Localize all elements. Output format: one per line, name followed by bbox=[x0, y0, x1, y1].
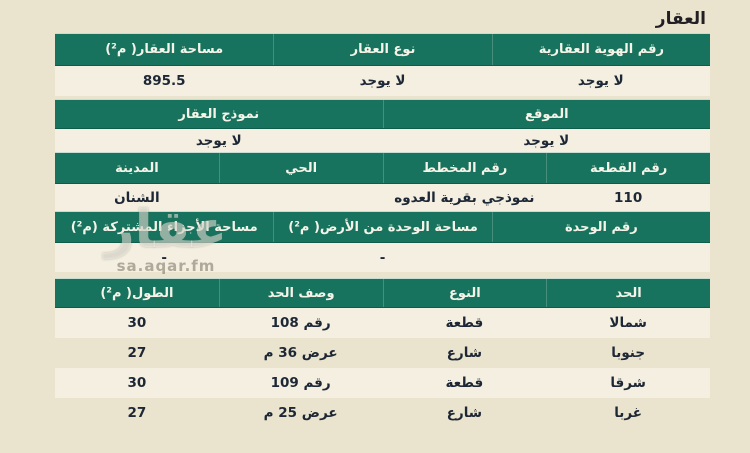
table-boundaries: الحد النوع وصف الحد الطول( م²) شمالا قطعة رقم… bbox=[55, 278, 710, 428]
table-body: لا يوجد لا يوجد bbox=[55, 129, 710, 152]
column-header: الحي bbox=[218, 153, 383, 183]
column-header: مساحة العقار( م²) bbox=[105, 42, 224, 57]
table-cell: غربا bbox=[614, 405, 642, 421]
table-cell: 30 bbox=[127, 375, 147, 391]
column-header: النوع bbox=[382, 279, 547, 307]
table-cell: 110 bbox=[614, 189, 643, 206]
table-cell: لا يوجد bbox=[359, 73, 406, 89]
table-property-identity: رقم الهوية العقارية نوع العقار مساحة العقا… bbox=[55, 33, 710, 96]
table-row: غربا شارع عرض 25 م 27 bbox=[55, 398, 710, 428]
table-cell: شرقا bbox=[610, 375, 646, 391]
table-cell: شارع bbox=[446, 405, 483, 421]
table-cell: عرض 36 م bbox=[263, 345, 338, 361]
table-header-row: الحد النوع وصف الحد الطول( م²) bbox=[55, 278, 710, 308]
table-cell: رقم 108 bbox=[270, 315, 331, 331]
table-location-model: الموقع نموذج العقار لا يوجد لا يوجد bbox=[55, 99, 710, 152]
table-cell: 27 bbox=[127, 405, 147, 421]
column-header: نموذج العقار bbox=[178, 106, 260, 122]
table-body: 110 نموذجي بقرية العدوه الشنان bbox=[55, 184, 710, 211]
column-header: الموقع bbox=[382, 100, 711, 128]
table-row: -- bbox=[55, 243, 710, 272]
table-header-row: رقم القطعة رقم المخطط الحي المدينة bbox=[55, 152, 710, 184]
table-cell: - bbox=[379, 249, 386, 266]
column-header: رقم الوحدة bbox=[491, 212, 710, 242]
table-body: لا يوجد لا يوجد 895.5 bbox=[55, 66, 710, 96]
table-cell: قطعة bbox=[445, 375, 484, 391]
table-cell: جنوبا bbox=[611, 345, 646, 361]
table-cell: نموذجي بقرية العدوه bbox=[394, 189, 535, 206]
table-body: شمالا قطعة رقم 108 30 جنوبا شارع عرض 36 م 27 شرق… bbox=[55, 308, 710, 428]
table-row: لا يوجد لا يوجد 895.5 bbox=[55, 66, 710, 96]
table-cell: 895.5 bbox=[142, 73, 186, 89]
column-header: رقم الهوية العقارية bbox=[491, 34, 710, 65]
table-plot-plan-district-city: رقم القطعة رقم المخطط الحي المدينة 110 نموذج… bbox=[55, 152, 710, 211]
table-cell: شمالا bbox=[609, 315, 647, 331]
page-title: العقار bbox=[655, 9, 706, 29]
column-header: نوع العقار bbox=[273, 34, 491, 65]
column-header: المدينة bbox=[115, 160, 159, 176]
column-header: رقم القطعة bbox=[546, 153, 710, 183]
table-cell: - bbox=[161, 249, 167, 266]
table-cell: قطعة bbox=[445, 315, 484, 331]
table-cell: لا يوجد bbox=[523, 132, 570, 149]
table-row: جنوبا شارع عرض 36 م 27 bbox=[55, 338, 710, 368]
table-header-row: الموقع نموذج العقار bbox=[55, 99, 710, 129]
column-header: رقم المخطط bbox=[382, 153, 547, 183]
table-header-row: رقم الوحدة مساحة الوحدة من الأرض( م²) مساح… bbox=[55, 211, 710, 243]
table-unit-areas: رقم الوحدة مساحة الوحدة من الأرض( م²) مساح… bbox=[55, 211, 710, 272]
table-row: شمالا قطعة رقم 108 30 bbox=[55, 308, 710, 338]
column-header: الطول( م²) bbox=[100, 285, 174, 301]
table-cell: الشنان bbox=[114, 189, 160, 206]
document-content: العقار رقم الهوية العقارية نوع العقار مساح… bbox=[55, 0, 710, 428]
column-header: وصف الحد bbox=[218, 279, 383, 307]
table-row: شرقا قطعة رقم 109 30 bbox=[55, 368, 710, 398]
table-cell: رقم 109 bbox=[270, 375, 331, 391]
table-cell: عرض 25 م bbox=[263, 405, 338, 421]
table-cell: شارع bbox=[446, 345, 483, 361]
column-header: مساحة الوحدة من الأرض( م²) bbox=[273, 212, 491, 242]
table-cell: 27 bbox=[127, 345, 147, 361]
column-header: مساحة الأجزاء المشتركة (م²) bbox=[70, 219, 258, 235]
table-row: لا يوجد لا يوجد bbox=[55, 129, 710, 152]
table-row: 110 نموذجي بقرية العدوه الشنان bbox=[55, 184, 710, 211]
table-header-row: رقم الهوية العقارية نوع العقار مساحة العقا… bbox=[55, 33, 710, 66]
table-body: -- bbox=[55, 243, 710, 272]
column-header: الحد bbox=[546, 279, 710, 307]
table-cell: لا يوجد bbox=[577, 73, 624, 89]
table-cell: لا يوجد bbox=[195, 132, 242, 149]
table-cell: 30 bbox=[127, 315, 147, 331]
